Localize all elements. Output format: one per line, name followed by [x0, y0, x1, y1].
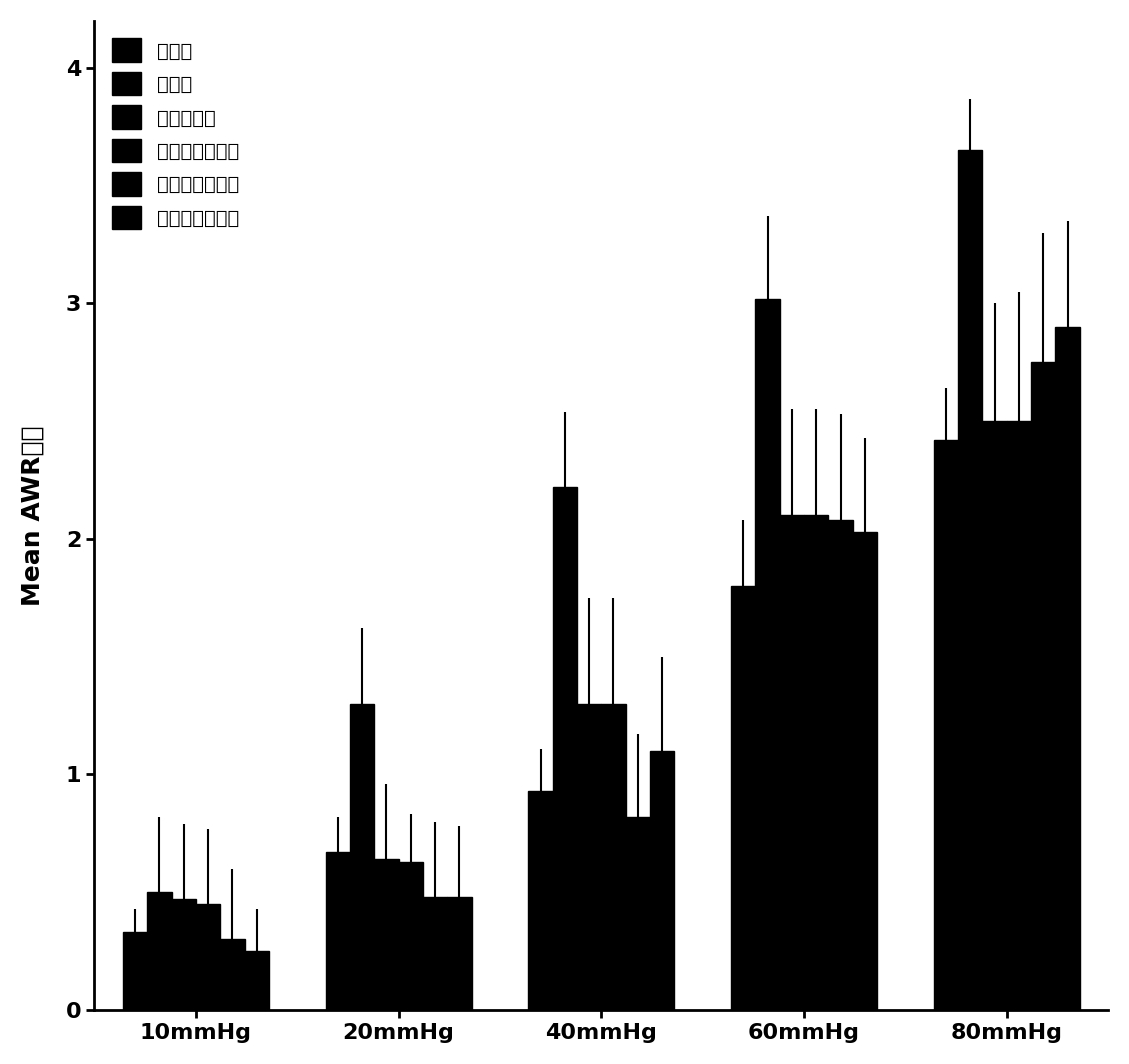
Bar	[959, 150, 982, 1010]
Y-axis label: Mean AWR评分: Mean AWR评分	[20, 426, 45, 605]
Bar	[982, 421, 1007, 1010]
Bar	[625, 817, 650, 1010]
Bar	[934, 440, 959, 1010]
Bar	[1007, 421, 1031, 1010]
Bar	[399, 862, 423, 1010]
Bar	[780, 515, 804, 1010]
Bar	[804, 515, 829, 1010]
Bar	[147, 893, 172, 1010]
Bar	[852, 532, 877, 1010]
Bar	[602, 703, 625, 1010]
Bar	[577, 703, 602, 1010]
Bar	[829, 520, 852, 1010]
Bar	[123, 932, 147, 1010]
Bar	[755, 299, 780, 1010]
Legend: 空白组, 模型组, 匹维渴鐵组, 肠康方高剂量组, 肠康方中剂量组, 肠康方低剂量组: 空白组, 模型组, 匹维渴鐵组, 肠康方高剂量组, 肠康方中剂量组, 肠康方低剂…	[104, 31, 247, 237]
Bar	[732, 586, 755, 1010]
Bar	[220, 940, 245, 1010]
Bar	[374, 860, 399, 1010]
Bar	[172, 899, 195, 1010]
Bar	[650, 751, 674, 1010]
Bar	[553, 487, 577, 1010]
Bar	[423, 897, 447, 1010]
Bar	[325, 852, 350, 1010]
Bar	[350, 703, 374, 1010]
Bar	[245, 951, 269, 1010]
Bar	[1056, 327, 1079, 1010]
Bar	[195, 904, 220, 1010]
Bar	[447, 897, 472, 1010]
Bar	[528, 791, 553, 1010]
Bar	[1031, 363, 1056, 1010]
